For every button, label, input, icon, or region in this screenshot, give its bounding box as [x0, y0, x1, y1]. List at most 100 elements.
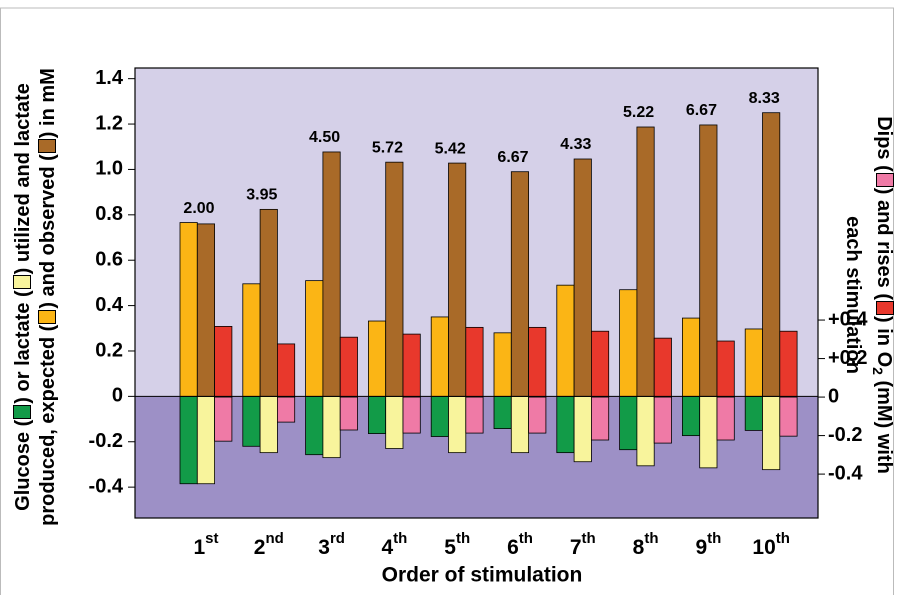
bar — [367, 395, 387, 434]
y2-tick-label: 0 — [828, 385, 839, 407]
bar — [510, 395, 529, 454]
title-text: produced, expected ( — [37, 324, 59, 526]
y-tick-label: 0.2 — [95, 339, 123, 361]
x-tick-label: 1st — [193, 530, 218, 559]
bar — [528, 326, 547, 398]
bar — [385, 395, 404, 449]
x-tick-label: 4th — [381, 530, 407, 559]
bar — [214, 326, 233, 398]
bar — [716, 340, 735, 398]
legend-swatch — [13, 404, 31, 419]
annotation: 8.33 — [749, 90, 780, 107]
bar — [636, 126, 655, 397]
bar — [510, 171, 529, 397]
title-text: each stimulation — [842, 216, 864, 374]
bar — [573, 158, 592, 397]
bar — [682, 395, 701, 437]
y2-axis-title: Dips ( ) and rises ( ) in O2 (mM) with each… — [840, 55, 896, 535]
bar — [591, 396, 610, 441]
title-text: ) and observed ( — [37, 154, 59, 309]
title-text: 2 — [870, 367, 886, 375]
title-text: ) or lactate ( — [12, 290, 34, 404]
plot-border — [134, 67, 819, 519]
bar — [779, 396, 798, 437]
title-line: Dips ( ) and rises ( ) in O2 (mM) with — [865, 55, 896, 535]
y-tick-label: 0.8 — [95, 203, 123, 225]
bar — [322, 395, 341, 459]
annotation: 5.22 — [623, 104, 654, 121]
x-tick-label: 6th — [507, 530, 533, 559]
bar — [339, 396, 358, 431]
bar — [779, 330, 798, 398]
bar — [242, 283, 261, 397]
y2-tick-label: +0.4 — [828, 308, 868, 330]
bar — [716, 396, 735, 441]
x-tick-label: 8th — [633, 530, 659, 559]
y2-tick-label: +0.2 — [828, 347, 867, 369]
bar — [430, 316, 449, 397]
y-tick-label: -0.2 — [89, 430, 123, 452]
bar — [636, 395, 655, 467]
bar — [556, 395, 575, 454]
legend-swatch — [13, 275, 31, 290]
x-tick-label: 5th — [444, 530, 470, 559]
bar — [465, 326, 484, 398]
annotation: 4.50 — [309, 129, 340, 146]
bar — [276, 343, 296, 398]
y-axis-title: Glucose () or lactate () utilized and la… — [11, 0, 61, 595]
y2-tick-label: -0.4 — [828, 462, 863, 484]
legend-swatch — [876, 301, 894, 316]
y2-tick-label: -0.2 — [828, 424, 862, 446]
x-axis-title: Order of stimulation — [382, 564, 583, 587]
title-text: ) in mM — [37, 68, 59, 139]
bar — [682, 317, 701, 397]
bar — [322, 151, 341, 397]
bar — [653, 396, 672, 444]
bar — [242, 395, 261, 447]
y-tick-label: 0 — [112, 385, 123, 407]
title-text: ) and rises ( — [873, 187, 895, 301]
title-text: ) in O — [873, 316, 895, 368]
legend-swatch — [38, 309, 56, 324]
bar — [762, 112, 781, 397]
bar — [493, 332, 512, 397]
y-tick-label: 1.4 — [95, 67, 124, 89]
title-text: Dips ( — [873, 116, 895, 172]
legend-swatch — [876, 172, 894, 187]
bar — [430, 395, 449, 437]
legend-swatch — [38, 139, 56, 154]
bar — [744, 328, 763, 397]
bar — [448, 162, 467, 397]
bar — [699, 124, 718, 397]
x-tick-label: 2nd — [254, 530, 284, 559]
bar — [619, 395, 638, 451]
bar — [448, 395, 467, 454]
annotation: 5.72 — [372, 139, 403, 156]
bar — [196, 223, 216, 397]
bar — [339, 336, 358, 398]
y-tick-label: 0.4 — [95, 294, 124, 316]
bar — [762, 395, 781, 471]
bar — [744, 395, 763, 431]
bar — [556, 284, 575, 397]
title-line: each stimulation — [840, 55, 865, 535]
y-tick-label: 1.0 — [95, 158, 123, 180]
x-tick-label: 7th — [570, 530, 596, 559]
bar — [179, 222, 198, 397]
bar — [305, 395, 324, 456]
x-tick-label: 3rd — [318, 530, 345, 559]
x-tick-label: 10th — [752, 530, 790, 559]
annotation: 5.42 — [435, 140, 466, 157]
bar — [259, 395, 278, 454]
annotation: 3.95 — [246, 187, 277, 204]
bar — [465, 396, 484, 434]
title-line: Glucose () or lactate () utilized and la… — [11, 0, 36, 595]
bar — [385, 161, 404, 397]
bar — [402, 333, 421, 398]
bar — [276, 396, 296, 423]
annotation: 2.00 — [183, 200, 214, 217]
title-text: (mM) with — [873, 374, 895, 474]
bar — [367, 320, 387, 397]
